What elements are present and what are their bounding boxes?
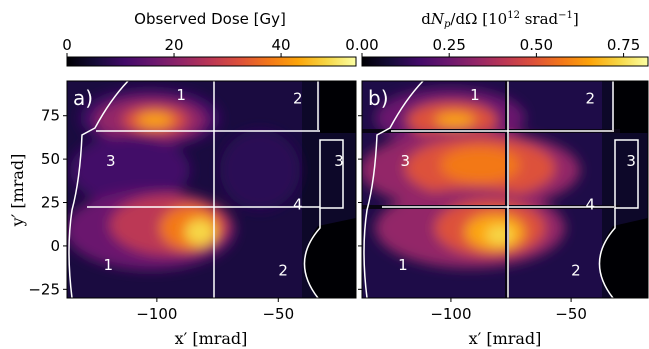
x-tick-label: −100 <box>430 305 471 323</box>
colorbar-b-label: dNp/dΩ [1012 srad−1] <box>421 10 578 30</box>
region-label: 1 <box>104 256 114 274</box>
region-label: 1 <box>176 86 186 104</box>
region-label: 3 <box>106 152 116 170</box>
region-label: 2 <box>586 90 596 108</box>
region-label: 3 <box>334 152 344 170</box>
region-label: 3 <box>400 152 410 170</box>
heatmap-a <box>67 81 356 298</box>
colorbar-tick-label: 0.50 <box>520 36 553 54</box>
colorbar-tick-label: 0.00 <box>345 36 378 54</box>
colorbar-a-ticks: 0 20 40 <box>62 36 291 57</box>
colorbar-tick-label: 0 <box>62 36 72 54</box>
region-label: 1 <box>398 256 408 274</box>
colorbar-a-bar <box>66 56 357 67</box>
region-label: 4 <box>293 195 303 213</box>
x-tick-label: −100 <box>136 305 177 323</box>
region-label: 3 <box>626 152 636 170</box>
colorbar-b-bar <box>361 56 649 67</box>
panel-a-frame <box>66 80 357 299</box>
panel-b: 1 2 3 4 3 1 2 b) −100 −50 x′ [mrad] <box>358 80 649 348</box>
panel-a-xlabel: x′ [mrad] <box>175 329 248 348</box>
colorbar-a: Observed Dose [Gy] 0 20 40 <box>62 10 357 67</box>
colorbar-a-label: Observed Dose [Gy] <box>134 10 286 28</box>
y-tick-label: 25 <box>41 194 60 212</box>
y-tick-label: 50 <box>41 150 60 168</box>
panel-b-xlabel: x′ [mrad] <box>469 329 542 348</box>
region-labels-a: 1 2 3 4 3 1 2 <box>104 86 344 279</box>
y-tick-label: 75 <box>41 107 60 125</box>
region-label: 1 <box>470 86 480 104</box>
region-borders-a <box>68 80 344 299</box>
panel-a: 1 2 3 4 3 1 2 a) −100 −50 −25 0 25 50 75 x′ [mrad] y… <box>8 80 357 348</box>
panel-b-label: b) <box>368 86 389 110</box>
y-tick-label: 0 <box>50 237 60 255</box>
colorbar-tick-label: 0.25 <box>432 36 465 54</box>
colorbar-b-ticks: 0.00 0.25 0.50 0.75 <box>345 36 640 57</box>
colorbar-b: dNp/dΩ [1012 srad−1] 0.00 0.25 0.50 0.75 <box>345 10 649 67</box>
region-labels-b: 1 2 3 4 3 1 2 <box>398 86 636 279</box>
x-tick-label: −50 <box>555 305 587 323</box>
heatmap-b <box>362 81 648 298</box>
panel-b-frame <box>361 80 649 299</box>
region-label: 2 <box>571 261 581 279</box>
axes-b: −100 −50 <box>358 115 587 323</box>
axes-a: −100 −50 −25 0 25 50 75 <box>28 107 294 323</box>
x-tick-label: −50 <box>262 305 294 323</box>
region-label: 2 <box>278 261 288 279</box>
region-label: 2 <box>293 90 303 108</box>
colorbar-tick-label: 0.75 <box>607 36 640 54</box>
colorbar-tick-label: 20 <box>164 36 183 54</box>
panel-a-ylabel: y′ [mrad] <box>8 154 27 228</box>
region-borders-b <box>363 80 639 299</box>
panel-a-label: a) <box>73 86 93 110</box>
y-tick-label: −25 <box>28 280 60 298</box>
region-label: 4 <box>586 195 596 213</box>
colorbar-tick-label: 40 <box>272 36 291 54</box>
